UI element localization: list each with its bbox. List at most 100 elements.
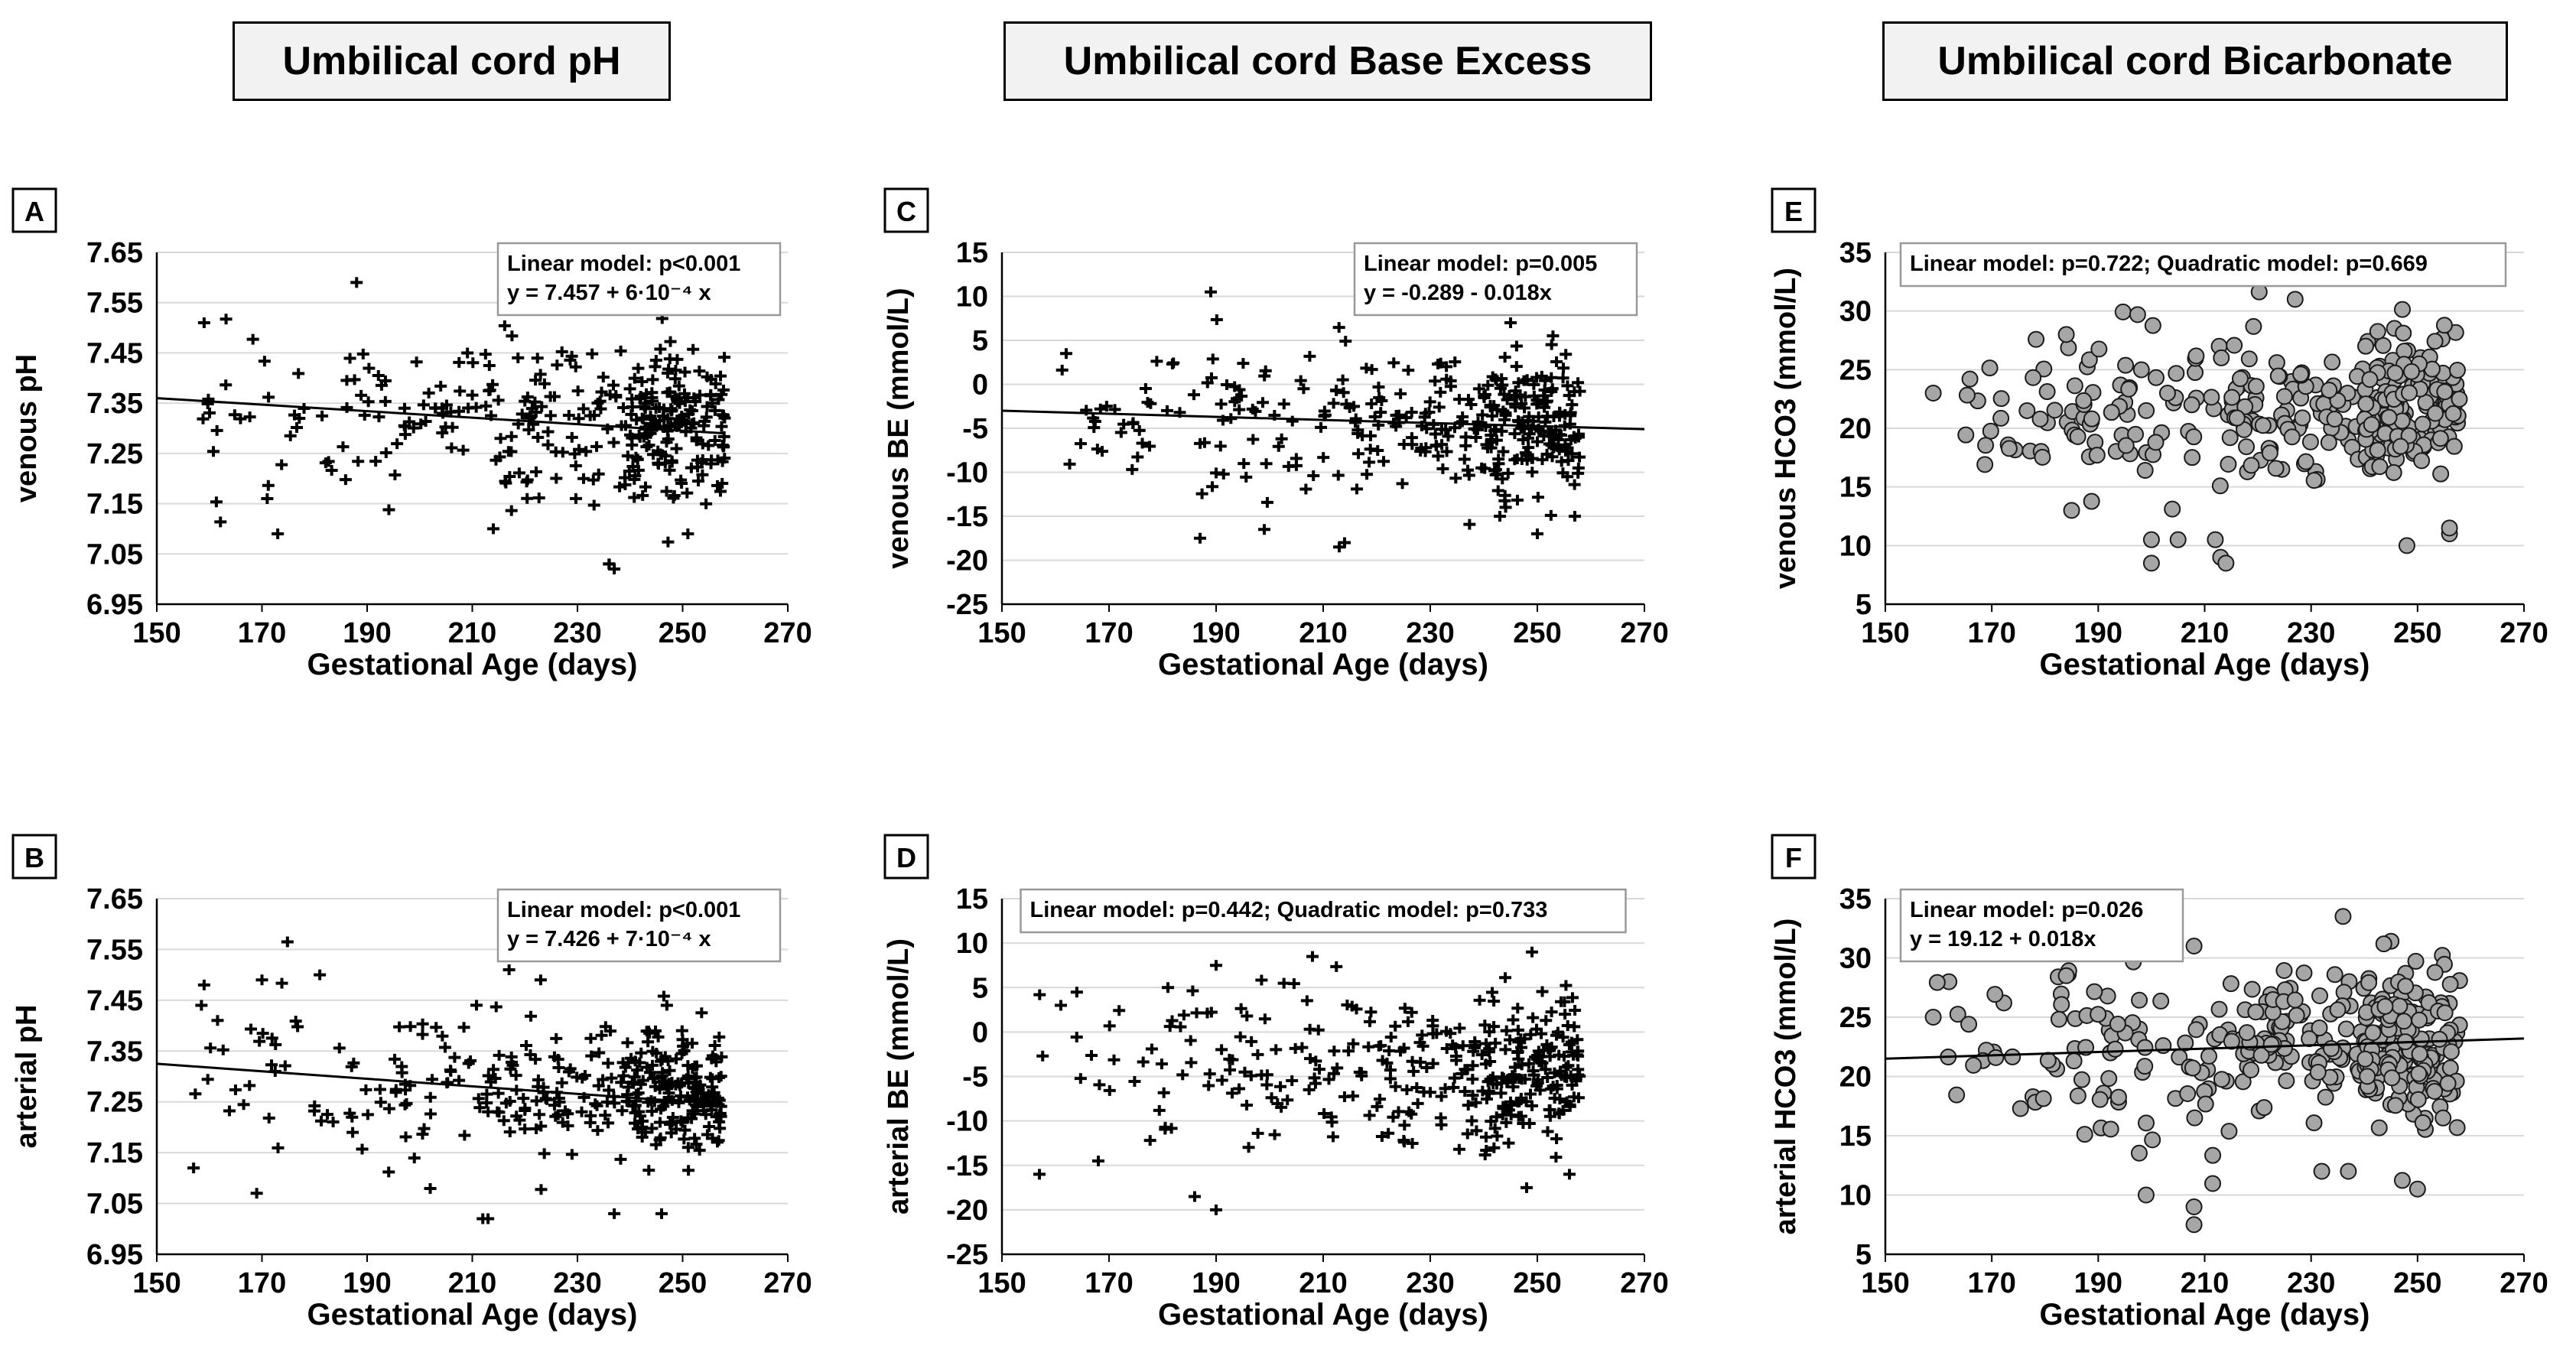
data-point [2142,531,2160,548]
data-point [2426,1083,2444,1101]
data-point [1560,1062,1573,1073]
x-tick-label: 250 [1513,617,1561,649]
data-point [506,330,519,342]
data-point [1381,1057,1394,1068]
data-point [1482,1046,1495,1058]
data-point [710,1056,723,1068]
data-point [1498,352,1511,363]
data-point [714,370,727,382]
data-point [2397,977,2415,995]
x-axis-label: Gestational Age (days) [307,648,638,681]
data-point [1190,1007,1203,1019]
data-point [672,1097,685,1108]
data-point [706,1081,719,1093]
data-point [2100,1070,2118,1088]
data-point [1350,483,1363,495]
data-point [1427,418,1440,430]
data-point [1541,1126,1554,1137]
data-point [262,1112,275,1123]
data-point [1203,1068,1216,1080]
data-point [535,1120,548,1132]
annotation: Linear model: p=0.005 y = -0.289 - 0.018x [1353,242,1638,317]
data-point [2321,382,2338,399]
data-point [607,379,620,391]
data-point [359,1084,372,1095]
data-point [482,1213,495,1224]
data-point [1184,1035,1197,1046]
data-point [688,1133,701,1144]
data-point [470,1000,483,1011]
data-point [1442,431,1455,442]
data-point [628,492,641,503]
annotation-text: y = 7.426 + 7·10⁻⁴ x [507,927,711,951]
data-point [522,424,535,436]
data-point [1511,1024,1524,1036]
data-point [1449,356,1462,368]
data-point [2340,1163,2357,1180]
data-point [1371,1101,1384,1112]
data-point [1432,358,1445,369]
y-tick-label: 7.55 [86,934,143,966]
y-tick-label: -15 [946,1150,988,1182]
data-point [2147,434,2165,451]
data-point [636,489,649,501]
data-point [1470,1125,1483,1136]
data-point [289,1016,302,1027]
data-point [1387,1111,1400,1123]
data-point [548,1051,561,1062]
data-point [1389,1081,1402,1092]
data-point [662,536,675,548]
data-point [503,470,516,482]
data-point [1272,441,1285,452]
data-point [202,393,215,405]
data-point [284,430,297,441]
data-point [2269,367,2287,385]
data-point [1384,1065,1397,1076]
data-point [1550,1152,1563,1163]
data-point [562,410,575,421]
data-point [1215,1044,1228,1055]
data-point [1336,374,1349,385]
y-tick-label: 7.45 [86,985,143,1017]
data-point [2256,1099,2273,1117]
data-point [374,1097,387,1108]
data-point [509,1070,522,1081]
data-point [1033,989,1046,1000]
data-point [1497,446,1510,457]
y-axis-label: venous HCO3 (mmol/L) [1770,268,1802,589]
data-point [1490,434,1503,446]
data-point [1260,496,1273,508]
data-point [211,1015,224,1026]
data-points [187,936,728,1224]
data-point [1420,1062,1433,1073]
data-point [1325,1117,1338,1128]
annotation-text: Linear model: p=0.026 [1910,898,2143,922]
data-point [1372,1040,1385,1052]
data-point [2245,317,2262,335]
data-point [1390,410,1403,421]
data-point [653,1134,666,1146]
data-point [657,990,670,1002]
data-point [632,464,645,476]
data-point [250,1188,263,1199]
y-tick-label: 25 [1839,354,1872,386]
data-point [564,1063,577,1075]
data-point [657,1101,670,1112]
data-point [1456,1040,1469,1052]
data-point [571,1071,584,1083]
data-point [1483,1026,1496,1038]
data-point [2131,991,2148,1009]
annotation: Linear model: p<0.001 y = 7.426 + 7·10⁻⁴ … [496,888,782,963]
data-point [2028,330,2045,348]
y-tick-label: 7.45 [86,337,143,369]
data-point [424,1108,437,1120]
data-point [712,1135,725,1146]
data-point [2075,392,2093,409]
data-point [382,1166,395,1178]
data-point [505,505,518,516]
data-point [716,409,729,421]
data-point [1195,488,1208,499]
data-point [585,1050,598,1062]
data-point [646,395,659,407]
data-point [652,1031,665,1042]
